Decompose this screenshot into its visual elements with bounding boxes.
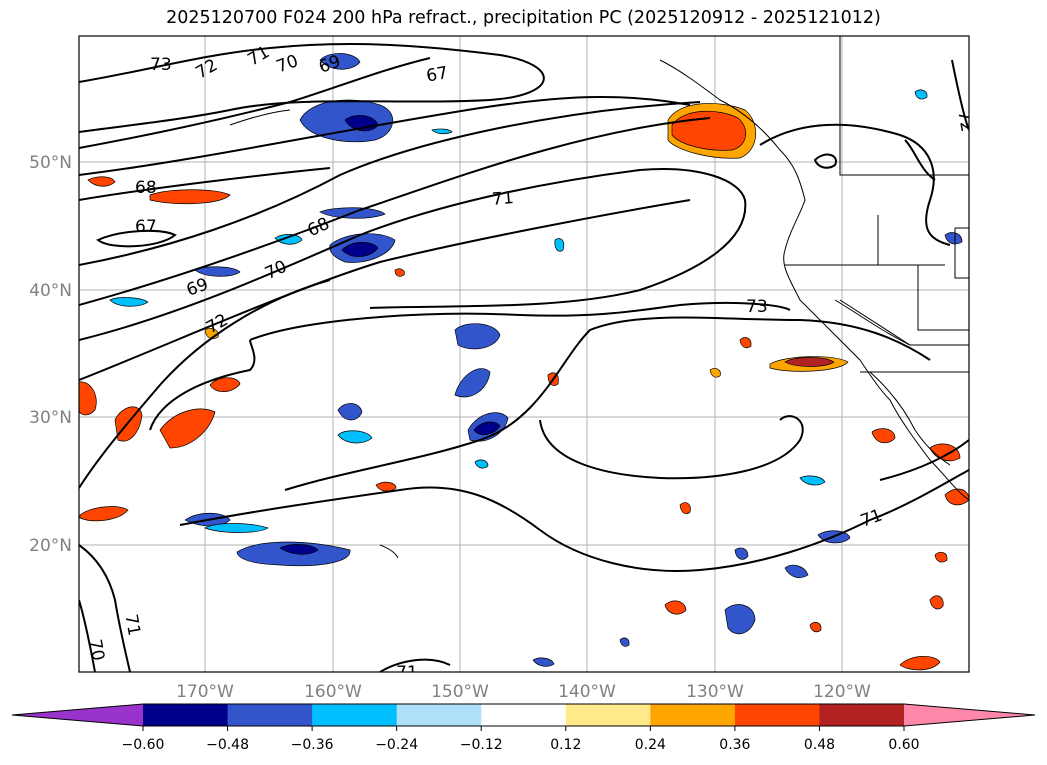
lon-label: 120°W xyxy=(813,682,871,702)
colorbar-tick-label: 0.48 xyxy=(804,737,835,753)
colorbar-segment xyxy=(650,704,736,726)
lat-labels: 50°N 40°N 30°N 20°N xyxy=(29,153,72,556)
colorbar-extend-min xyxy=(12,704,143,726)
contour-label: 72 xyxy=(953,109,976,134)
colorbar-tick-label: −0.60 xyxy=(122,737,165,753)
precip-positive-areas xyxy=(79,103,969,671)
lon-labels: 170°W 160°W 150°W 140°W 130°W 120°W xyxy=(176,682,871,702)
colorbar-segment xyxy=(565,704,651,726)
contour-label: 71 xyxy=(396,663,418,683)
colorbar-tick-label: 0.36 xyxy=(719,737,750,753)
lon-label: 140°W xyxy=(558,682,616,702)
colorbar-tick-label: 0.60 xyxy=(888,737,919,753)
gridlines xyxy=(79,36,969,672)
lat-label: 20°N xyxy=(29,536,72,556)
lon-label: 170°W xyxy=(176,682,234,702)
lon-label: 130°W xyxy=(686,682,744,702)
refractivity-contours xyxy=(79,43,969,672)
colorbar-segment xyxy=(481,704,567,726)
contour-label: 70 xyxy=(84,638,107,663)
contour-label: 67 xyxy=(135,217,157,237)
colorbar-extend-max xyxy=(904,704,1035,726)
lat-label: 30°N xyxy=(29,408,72,428)
colorbar-tick-label: −0.24 xyxy=(375,737,418,753)
contour-label: 68 xyxy=(135,178,157,198)
map-frame xyxy=(78,35,970,673)
lon-label: 160°W xyxy=(304,682,362,702)
colorbar-segment xyxy=(819,704,905,726)
colorbar-segment xyxy=(312,704,398,726)
colorbar-tick-label: −0.48 xyxy=(206,737,249,753)
coastlines xyxy=(229,36,969,559)
colorbar-tick-label: 0.12 xyxy=(550,737,581,753)
colorbar-segment xyxy=(227,704,313,726)
colorbar-segment xyxy=(143,704,229,726)
map-title: 2025120700 F024 200 hPa refract., precip… xyxy=(166,8,881,28)
lat-label: 50°N xyxy=(29,153,72,173)
lat-label: 40°N xyxy=(29,281,72,301)
colorbar-tick-label: −0.12 xyxy=(460,737,503,753)
contour-label: 73 xyxy=(746,297,768,317)
contour-label: 67 xyxy=(425,63,450,86)
contour-label: 71 xyxy=(491,188,514,210)
map-plot-area: 73 72 71 70 69 67 68 67 68 69 70 72 71 7… xyxy=(79,36,976,683)
lon-label: 150°W xyxy=(431,682,489,702)
contour-label: 71 xyxy=(120,613,143,638)
colorbar-segment xyxy=(396,704,482,726)
contour-label: 73 xyxy=(150,55,172,75)
colorbar-segment xyxy=(734,704,820,726)
colorbar: −0.60 −0.48 −0.36 −0.24 −0.12 0.12 0.24 0.36 0.4… xyxy=(11,703,1036,753)
colorbar-tick-label: 0.24 xyxy=(635,737,666,753)
colorbar-tick-label: −0.36 xyxy=(291,737,334,753)
